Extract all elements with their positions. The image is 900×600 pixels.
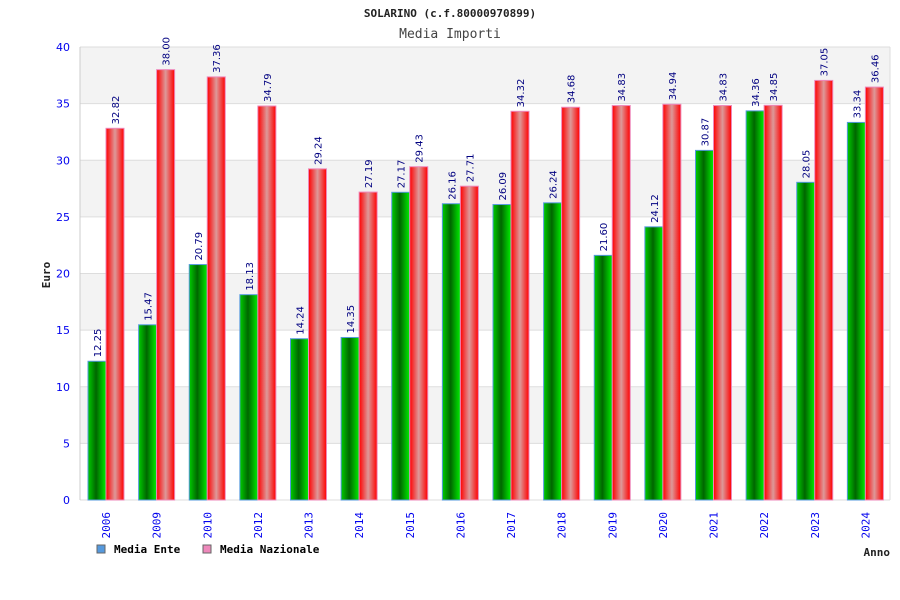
x-tick-label: 2024	[859, 512, 872, 539]
bar-media-ente-2020	[644, 226, 664, 501]
bar-media-ente-2021	[695, 149, 714, 501]
data-label: 34.79	[263, 73, 274, 102]
bar-media-ente-2015	[391, 191, 411, 501]
bar-media-nazionale-2020	[662, 103, 682, 501]
bar-media-ente-2006	[87, 360, 107, 501]
data-label: 26.09	[498, 172, 509, 201]
data-label: 34.36	[751, 78, 762, 107]
bar-media-nazionale-2013	[308, 168, 327, 501]
y-tick-label: 25	[56, 211, 70, 224]
bar-media-ente-2017	[492, 204, 512, 501]
bar-media-nazionale-2023	[814, 79, 834, 501]
bar-media-nazionale-2017	[510, 110, 530, 501]
bar-media-ente-2022	[745, 110, 765, 501]
data-label: 34.94	[668, 72, 679, 101]
x-tick-label: 2020	[657, 512, 670, 539]
data-label: 15.47	[144, 292, 155, 321]
data-label: 27.71	[465, 154, 476, 183]
bar-media-nazionale-2010	[206, 76, 226, 501]
legend-swatch-media-ente	[96, 544, 106, 554]
data-label: 32.82	[111, 96, 122, 125]
bar-media-nazionale-2016	[459, 185, 479, 501]
bar-media-nazionale-2012	[257, 105, 277, 501]
x-tick-label: 2015	[404, 512, 417, 539]
x-tick-label: 2022	[758, 512, 771, 539]
x-tick-label: 2006	[100, 512, 113, 539]
data-label: 12.25	[93, 329, 104, 358]
data-label: 26.24	[549, 170, 560, 199]
data-label: 37.36	[212, 44, 223, 73]
bar-media-ente-2018	[543, 202, 563, 501]
data-label: 34.83	[617, 73, 628, 102]
data-label: 14.35	[346, 305, 357, 334]
x-tick-label: 2018	[556, 512, 569, 539]
x-tick-label: 2012	[252, 512, 265, 539]
y-tick-label: 40	[56, 41, 70, 54]
data-label: 14.24	[296, 306, 307, 335]
bar-media-nazionale-2021	[713, 105, 732, 501]
data-label: 34.32	[516, 79, 527, 108]
data-label: 36.46	[870, 54, 881, 83]
bar-media-nazionale-2019	[611, 105, 631, 501]
x-tick-label: 2013	[303, 512, 316, 539]
data-label: 34.85	[769, 73, 780, 102]
bar-media-nazionale-2006	[105, 127, 125, 501]
bar-media-ente-2024	[846, 121, 866, 501]
legend: Media Ente Media Nazionale	[96, 543, 320, 556]
y-tick-label: 20	[56, 268, 70, 281]
bar-media-ente-2016	[441, 203, 461, 501]
x-tick-label: 2019	[606, 512, 619, 539]
y-tick-label: 15	[56, 324, 70, 337]
bar-media-nazionale-2024	[864, 86, 884, 501]
y-tick-label: 0	[63, 494, 70, 507]
y-tick-label: 10	[56, 381, 70, 394]
data-label: 20.79	[194, 232, 205, 261]
bar-media-nazionale-2018	[561, 106, 581, 501]
x-tick-label: 2014	[353, 512, 366, 539]
y-tick-label: 35	[56, 98, 70, 111]
bar-media-ente-2023	[796, 181, 816, 501]
data-label: 26.16	[447, 171, 458, 200]
bar-media-ente-2009	[138, 324, 158, 501]
chart-subtitle: Media Importi	[399, 27, 501, 42]
data-label: 28.05	[802, 150, 813, 179]
data-label: 33.34	[852, 90, 863, 119]
bar-media-nazionale-2009	[156, 69, 176, 501]
data-label: 27.19	[364, 159, 375, 188]
x-axis-label: Anno	[864, 546, 891, 559]
data-label: 29.24	[314, 136, 325, 165]
legend-label-media-nazionale: Media Nazionale	[220, 543, 320, 556]
bar-media-ente-2019	[593, 254, 613, 501]
data-label: 24.12	[650, 194, 661, 223]
bar-media-nazionale-2015	[409, 166, 429, 501]
bar-media-ente-2013	[290, 338, 309, 501]
bar-media-ente-2012	[239, 294, 259, 501]
chart-title: SOLARINO (c.f.80000970899)	[364, 7, 536, 20]
data-label: 18.13	[245, 262, 256, 291]
data-label: 29.43	[415, 134, 426, 163]
legend-swatch-media-nazionale	[202, 544, 212, 554]
x-tick-label: 2009	[151, 512, 164, 539]
x-tick-label: 2017	[505, 512, 518, 539]
data-label: 27.17	[397, 160, 408, 189]
data-label: 30.87	[701, 118, 712, 147]
legend-label-media-ente: Media Ente	[114, 543, 181, 556]
x-tick-label: 2021	[708, 512, 721, 539]
x-tick-label: 2023	[809, 512, 822, 539]
data-label: 37.05	[820, 48, 831, 77]
x-tick-label: 2010	[201, 512, 214, 539]
data-label: 21.60	[599, 223, 610, 252]
data-label: 38.00	[162, 37, 173, 66]
bar-media-ente-2010	[188, 264, 208, 501]
data-label: 34.68	[567, 75, 578, 104]
bar-media-nazionale-2014	[358, 191, 378, 501]
x-tick-label: 2016	[454, 512, 467, 539]
y-tick-label: 5	[63, 437, 70, 450]
y-axis-label: Euro	[40, 261, 53, 288]
y-tick-label: 30	[56, 154, 70, 167]
bar-media-ente-2014	[340, 336, 360, 501]
bar-media-nazionale-2022	[763, 104, 783, 501]
data-label: 34.83	[719, 73, 730, 102]
